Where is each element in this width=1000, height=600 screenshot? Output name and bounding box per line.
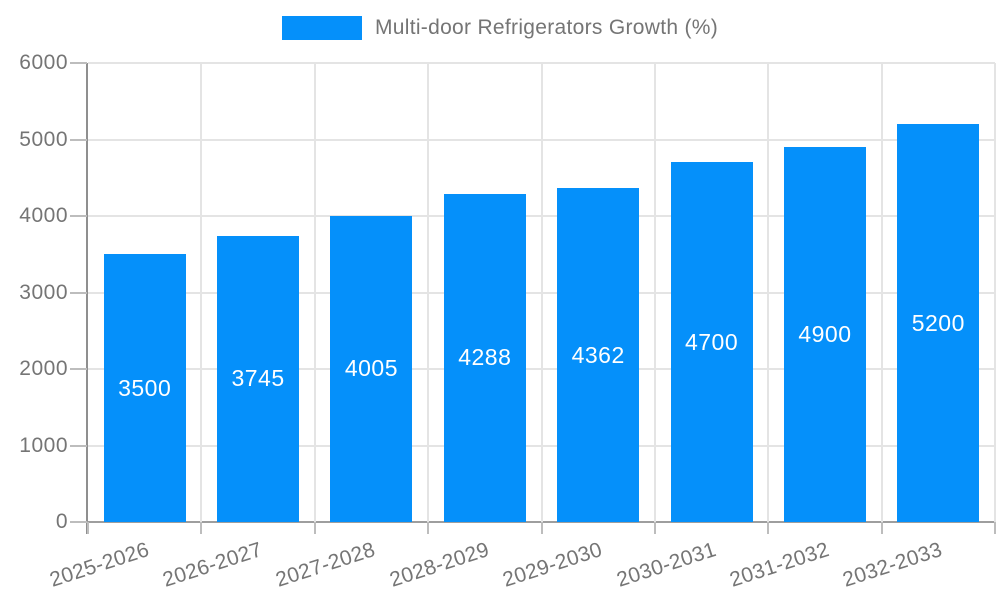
bar-value-label: 3745 xyxy=(231,365,285,392)
gridline-v xyxy=(994,63,996,522)
x-tick xyxy=(994,522,996,534)
bar-value-label: 4700 xyxy=(684,328,739,355)
bar-2029-2030[interactable]: 4362 xyxy=(557,188,640,522)
bar-value-label: 4900 xyxy=(798,321,852,348)
y-tick-label: 6000 xyxy=(19,51,68,74)
y-tick-label: 5000 xyxy=(19,127,68,151)
bar-value-label: 5200 xyxy=(911,309,965,336)
bar-value-label: 4362 xyxy=(571,341,625,368)
gridline-v xyxy=(653,63,656,522)
bar-value-label: 4288 xyxy=(458,344,512,371)
gridline-v xyxy=(200,63,203,522)
plot-area: 3500 3745 4005 4288 4362 4700 4900 5200 xyxy=(88,62,996,522)
bar-value-label: 3500 xyxy=(118,374,172,401)
bar-2030-2031[interactable]: 4700 xyxy=(670,162,753,522)
y-tick xyxy=(70,138,87,141)
y-tick-label: 2000 xyxy=(19,357,68,380)
bar-2026-2027[interactable]: 3745 xyxy=(217,235,300,522)
gridline-v xyxy=(313,63,316,522)
y-tick xyxy=(70,62,87,64)
x-tick xyxy=(767,522,770,534)
y-tick-label: 0 xyxy=(55,510,68,533)
bar-2032-2033[interactable]: 5200 xyxy=(897,124,980,522)
y-tick xyxy=(70,368,87,370)
legend[interactable]: Multi-door Refrigerators Growth (%) xyxy=(0,16,1000,40)
gridline-v xyxy=(767,63,770,522)
x-tick xyxy=(313,522,316,534)
legend-label: Multi-door Refrigerators Growth (%) xyxy=(374,16,719,39)
x-axis-line xyxy=(70,521,995,523)
bar-value-label: 4005 xyxy=(344,355,399,382)
y-tick-label: 4000 xyxy=(19,204,68,227)
x-tick xyxy=(87,522,89,534)
y-tick xyxy=(70,521,87,523)
y-tick xyxy=(70,444,87,447)
x-tick xyxy=(200,522,203,534)
y-axis-line xyxy=(86,63,88,534)
y-tick-label: 3000 xyxy=(19,280,68,304)
y-tick xyxy=(70,291,87,294)
y-tick xyxy=(70,215,87,217)
x-tick xyxy=(880,522,883,534)
bar-2028-2029[interactable]: 4288 xyxy=(443,193,526,522)
legend-swatch xyxy=(281,16,362,40)
gridline-v xyxy=(427,63,430,522)
x-tick xyxy=(540,522,543,534)
bar-2031-2032[interactable]: 4900 xyxy=(783,147,866,522)
bar-2027-2028[interactable]: 4005 xyxy=(330,215,413,522)
y-tick-label: 1000 xyxy=(19,433,68,457)
bar-2025-2026[interactable]: 3500 xyxy=(103,254,186,522)
gridline-v xyxy=(880,63,883,522)
gridline-v xyxy=(540,63,543,522)
x-tick xyxy=(427,522,430,534)
x-tick xyxy=(653,522,656,534)
